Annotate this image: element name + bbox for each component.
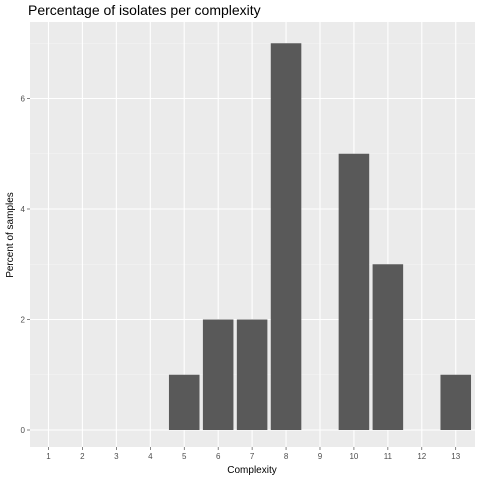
x-tick-label: 9 [318,452,323,461]
bar-11 [372,264,404,430]
x-tick-label: 6 [216,452,221,461]
y-tick-label: 6 [21,95,26,104]
bar-8 [270,43,302,430]
chart-title: Percentage of isolates per complexity [28,2,261,18]
x-axis-ticks: 1 2 3 4 5 6 7 8 9 10 11 12 13 [46,447,461,461]
x-tick-label: 13 [451,452,460,461]
bar-7 [236,319,268,430]
x-tick-label: 4 [148,452,153,461]
y-tick-label: 2 [21,316,26,325]
x-tick-label: 10 [349,452,358,461]
x-tick-label: 1 [46,452,51,461]
y-axis-title: Percent of samples [5,192,16,278]
y-axis-ticks: 0 2 4 6 [21,95,30,435]
x-axis-title: Complexity [227,465,276,476]
y-tick-label: 0 [21,426,26,435]
bar-10 [338,153,370,430]
bars [168,43,472,430]
x-tick-label: 2 [80,452,85,461]
x-tick-label: 11 [384,452,393,461]
x-tick-label: 12 [417,452,426,461]
y-tick-label: 4 [21,205,26,214]
bar-5 [168,374,200,430]
x-tick-label: 7 [250,452,255,461]
bar-6 [202,319,234,430]
x-tick-label: 3 [114,452,119,461]
x-tick-label: 5 [182,452,187,461]
bar-13 [440,374,472,430]
x-tick-label: 8 [284,452,289,461]
